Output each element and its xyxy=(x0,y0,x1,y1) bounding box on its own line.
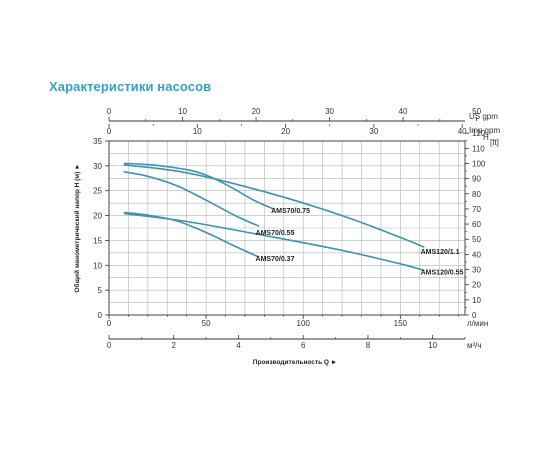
y-axis-title: Общий манометрический напор H (м) ► xyxy=(73,163,81,292)
x-impgpm-tick-label: 20 xyxy=(281,127,290,136)
x-m3h-tick-label: 2 xyxy=(172,341,177,350)
y-right-tick-label: 40 xyxy=(472,250,481,259)
y-left-tick-label: 20 xyxy=(93,212,102,221)
y-right-tick-label: 20 xyxy=(472,281,481,290)
x-impgpm-tick-label: 40 xyxy=(458,127,467,136)
y-right-tick-label: 50 xyxy=(472,235,481,244)
page-title: Характеристики насосов xyxy=(49,79,212,94)
x-impgpm-tick-label: 10 xyxy=(193,127,202,136)
y-left-tick-label: 10 xyxy=(93,261,102,270)
x-m3h-tick-label: 0 xyxy=(107,341,112,350)
series-line-ams70-0-55 xyxy=(123,171,260,227)
x-lpm-tick-label: 100 xyxy=(297,319,311,328)
y-right-tick-label: 110 xyxy=(472,144,485,153)
y-left-tick-label: 5 xyxy=(98,286,103,295)
x-m3h-tick-label: 4 xyxy=(236,341,241,350)
x-impgpm-unit: Imp gpm xyxy=(469,126,500,135)
x-lpm-tick-label: 0 xyxy=(107,319,112,328)
y-right-tick-label: 100 xyxy=(472,159,486,168)
x-impgpm-tick-label: 0 xyxy=(107,127,112,136)
x-usgpm-tick-label: 40 xyxy=(399,107,408,116)
axes: 0510152025303501020304050607080901001101… xyxy=(93,107,500,350)
y-right-tick-label: 90 xyxy=(472,175,481,184)
x-usgpm-tick-label: 0 xyxy=(107,107,112,116)
x-usgpm-tick-label: 30 xyxy=(325,107,334,116)
y-left-tick-label: 0 xyxy=(98,311,103,320)
series-line-ams70-0-37 xyxy=(123,211,260,258)
y-right-tick-label: 70 xyxy=(472,205,481,214)
plot-frame xyxy=(108,140,466,316)
x-m3h-tick-label: 8 xyxy=(366,341,371,350)
y-right-tick-label: 10 xyxy=(472,296,481,305)
series-label-ams120-1-1: AMS120/1.1 xyxy=(421,249,460,256)
x-impgpm-tick-label: 30 xyxy=(369,127,378,136)
x-usgpm-tick-label: 50 xyxy=(472,107,481,116)
y-right-unit-ft: [ft] xyxy=(490,138,499,147)
x-usgpm-unit: US gpm xyxy=(469,112,498,121)
x-m3h-unit: м³/ч xyxy=(467,341,482,350)
x-lpm-tick-label: 50 xyxy=(202,319,211,328)
y-right-unit-h: H xyxy=(483,133,489,142)
series-label-ams70-0-75: AMS70/0.75 xyxy=(271,208,310,215)
y-left-tick-label: 35 xyxy=(93,137,102,146)
series-line-ams120-1-1 xyxy=(123,164,425,248)
x-usgpm-tick-label: 20 xyxy=(252,107,261,116)
x-lpm-unit: л/мин xyxy=(467,319,488,328)
series-label-ams70-0-37: AMS70/0.37 xyxy=(256,256,295,263)
x-usgpm-tick-label: 10 xyxy=(178,107,187,116)
series-label-ams70-0-55: AMS70/0.55 xyxy=(256,230,295,237)
x-m3h-tick-label: 10 xyxy=(428,341,437,350)
y-right-tick-label: 30 xyxy=(472,266,481,275)
series-label-ams120-0-55: AMS120/0.55 xyxy=(421,269,464,276)
x-axis-title: Производительность Q ► xyxy=(253,359,337,366)
y-left-tick-label: 15 xyxy=(93,236,102,245)
grid xyxy=(108,140,465,316)
y-left-tick-label: 25 xyxy=(93,187,102,196)
series-line-ams70-0-75 xyxy=(123,162,275,210)
x-lpm-tick-label: 150 xyxy=(394,319,408,328)
y-right-tick-label: 120 xyxy=(472,129,486,138)
series-labels: AMS70/0.75 AMS70/0.55 AMS70/0.37 AMS120/1.1… xyxy=(256,208,464,276)
series xyxy=(123,162,425,272)
y-right-tick-label: 80 xyxy=(472,190,481,199)
series-line-ams120-0-55 xyxy=(123,212,425,272)
x-m3h-tick-label: 6 xyxy=(301,341,306,350)
y-right-tick-label: 0 xyxy=(472,311,477,320)
y-right-tick-label: 60 xyxy=(472,220,481,229)
y-left-tick-label: 30 xyxy=(93,162,102,171)
